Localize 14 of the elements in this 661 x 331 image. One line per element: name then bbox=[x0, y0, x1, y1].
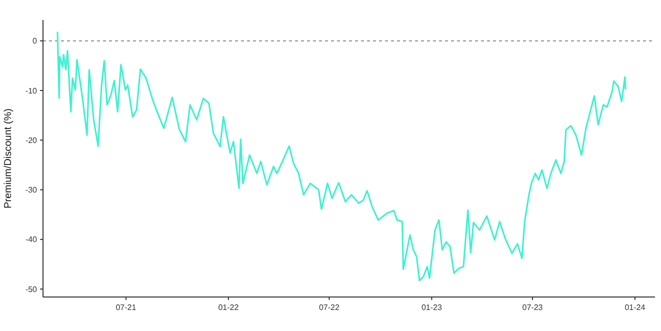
y-tick-label: -40 bbox=[25, 235, 38, 244]
x-tick-label: 01-23 bbox=[421, 303, 442, 312]
x-tick-label: 07-22 bbox=[318, 303, 340, 312]
y-axis-title: Premium/Discount (%) bbox=[3, 108, 14, 209]
x-tick-label: 07-23 bbox=[522, 303, 544, 312]
x-tick-label: 01-22 bbox=[218, 303, 240, 312]
x-tick-label: 01-24 bbox=[624, 303, 646, 312]
y-tick-label: 0 bbox=[32, 36, 38, 46]
y-tick-label: -10 bbox=[25, 86, 38, 96]
line-series bbox=[56, 32, 626, 282]
y-tick-label: -30 bbox=[25, 186, 38, 195]
x-tick-label: 07-21 bbox=[116, 303, 137, 312]
y-tick-label: -50 bbox=[25, 284, 38, 294]
y-tick-label: -20 bbox=[25, 136, 38, 145]
